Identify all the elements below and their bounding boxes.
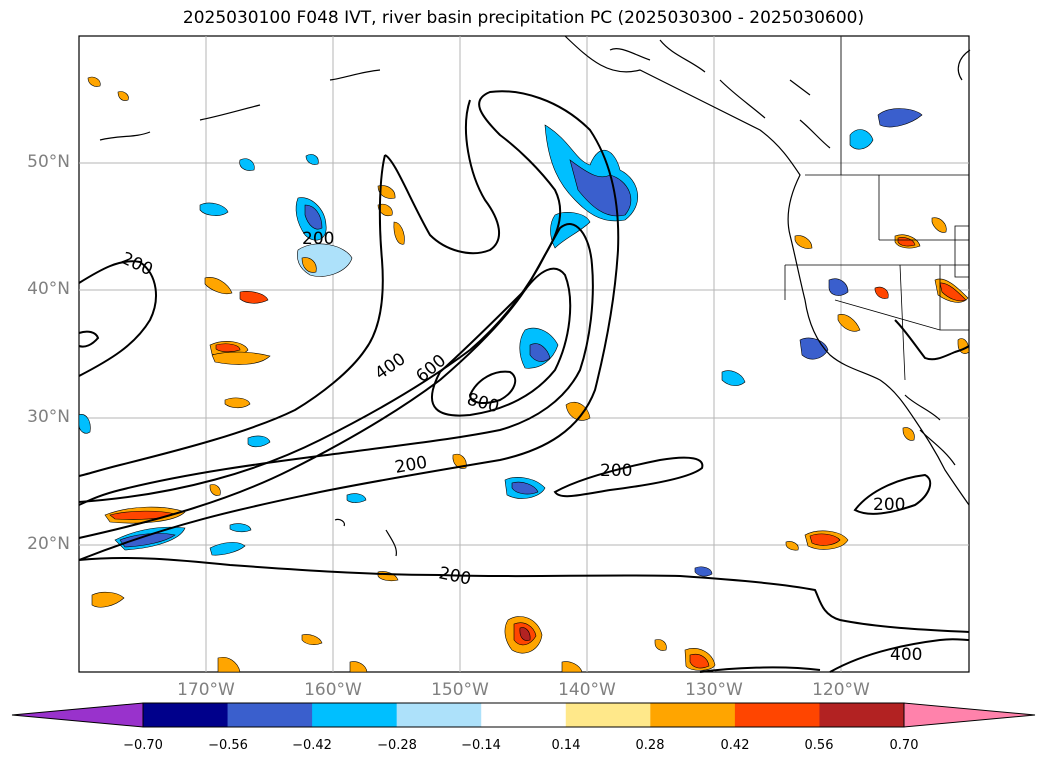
colorbar-cell <box>396 703 482 727</box>
colorbar-cell <box>819 703 905 727</box>
colorbar-cell <box>227 703 313 727</box>
colorbar-cell <box>650 703 736 727</box>
lon-label: 170°W <box>177 680 235 700</box>
colorbar-tick-label: −0.28 <box>377 738 417 753</box>
state-borders <box>784 36 969 381</box>
contour-label: 200 <box>873 495 905 515</box>
ivt-contours <box>78 90 970 673</box>
lon-label: 120°W <box>812 680 870 700</box>
colorbar-cell <box>143 703 229 727</box>
lat-label: 50°N <box>27 152 70 172</box>
colorbar-tick-label: 0.42 <box>720 738 750 753</box>
colorbar-cell <box>481 703 567 727</box>
colorbar-cell <box>312 703 398 727</box>
coastlines <box>99 35 971 557</box>
lon-label: 140°W <box>558 680 616 700</box>
lon-label: 130°W <box>685 680 743 700</box>
colorbar-cell <box>565 703 651 727</box>
colorbar-tick-label: −0.14 <box>461 738 501 753</box>
colorbar-tick-label: 0.28 <box>635 738 665 753</box>
colorbar-tick-label: 0.56 <box>804 738 834 753</box>
lon-label: 160°W <box>304 680 362 700</box>
lat-label: 40°N <box>27 279 70 299</box>
lat-label: 30°N <box>27 407 70 427</box>
lat-label: 20°N <box>27 534 70 554</box>
colorbar <box>11 702 1036 728</box>
colorbar-tick-label: −0.56 <box>208 738 248 753</box>
colorbar-tick-label: −0.42 <box>292 738 332 753</box>
contour-label: 400 <box>890 645 922 665</box>
colorbar-tick-label: 0.70 <box>889 738 919 753</box>
colorbar-cell <box>734 703 820 727</box>
colorbar-extend-left <box>11 702 144 728</box>
precip-shading <box>78 76 970 673</box>
contour-label: 200 <box>302 229 334 249</box>
contour-label: 200 <box>600 461 632 481</box>
map-title: 2025030100 F048 IVT, river basin precipi… <box>182 8 865 28</box>
colorbar-tick-label: −0.70 <box>123 738 163 753</box>
colorbar-tick-label: 0.14 <box>551 738 581 753</box>
colorbar-extend-right <box>903 702 1036 728</box>
lon-label: 150°W <box>431 680 489 700</box>
